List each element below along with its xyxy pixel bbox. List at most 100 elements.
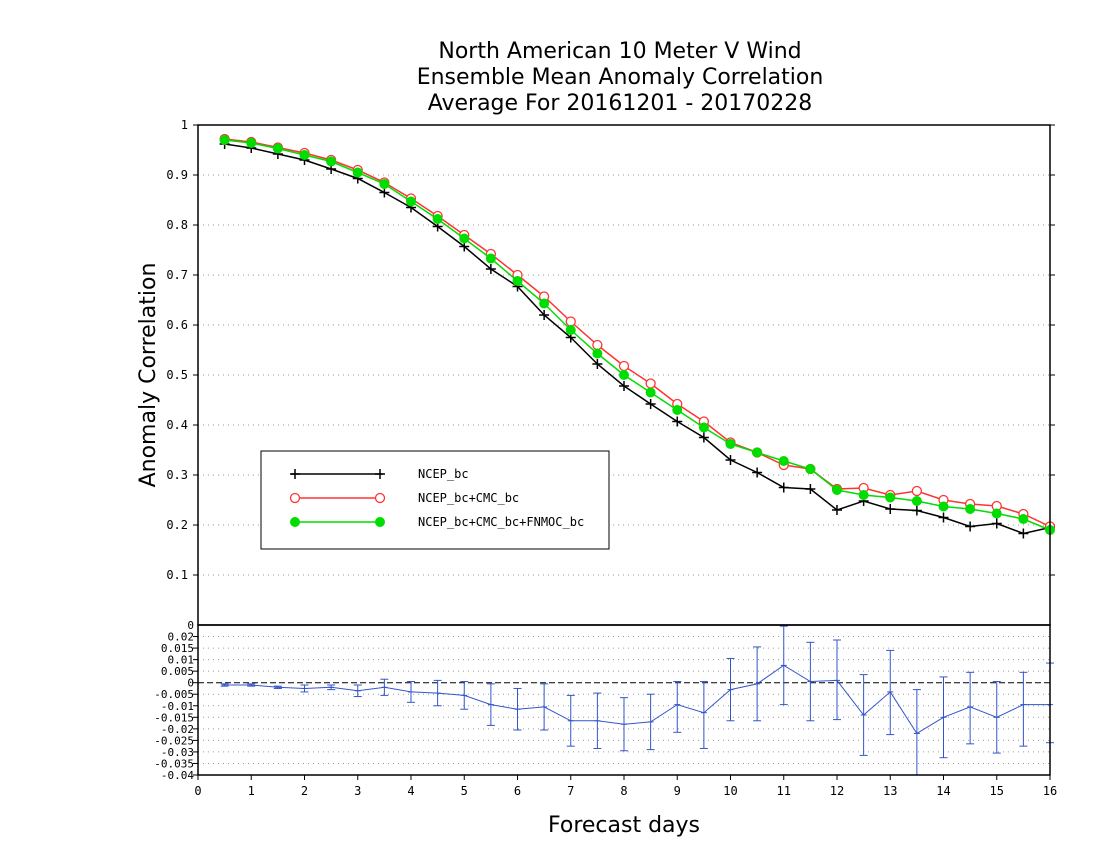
diff-y-tick-label: 0 [187, 677, 194, 690]
diff-plot-frame [197, 624, 1051, 776]
diff-y-tick-label: 0.02 [168, 631, 195, 644]
open-circle-marker [645, 378, 656, 389]
x-tick-label: 1 [248, 784, 255, 798]
x-tick-label: 14 [936, 784, 950, 798]
diff-y-tick-label: -0.01 [161, 700, 194, 713]
filled-circle-marker [911, 496, 922, 506]
main-y-tick-label: 0.8 [166, 218, 188, 232]
filled-circle-marker [965, 504, 976, 514]
diff-y-tick-label: -0.02 [161, 723, 194, 736]
x-tick-label: 9 [674, 784, 681, 798]
legend-item: NCEP_bc+CMC_bc+FNMOC_bc [290, 515, 584, 529]
filled-circle-marker [858, 490, 869, 500]
open-circle-marker [289, 492, 301, 504]
filled-circle-marker [299, 150, 310, 160]
x-tick-label: 12 [830, 784, 844, 798]
legend-box [260, 450, 610, 550]
filled-circle-marker [326, 156, 337, 167]
title-line-3: Average For 20161201 - 20170228 [428, 91, 813, 116]
x-axis-label: Forecast days [548, 813, 700, 838]
filled-circle-marker [290, 517, 300, 527]
open-circle-marker [618, 360, 630, 372]
filled-circle-marker [778, 456, 789, 466]
main-y-tick-label: 0.1 [166, 568, 188, 582]
filled-circle-marker [592, 348, 603, 359]
filled-circle-marker [832, 485, 842, 495]
main-y-ticks: 0.1 0.2 0.3 0.4 0.5 0.6 0.7 0.8 0.9 1 [166, 118, 1055, 582]
filled-circle-marker [379, 179, 390, 189]
legend-label: NCEP_bc [418, 467, 469, 481]
filled-circle-marker [725, 439, 736, 449]
diff-y-ticks: -0.04-0.035-0.03-0.025-0.02-0.015-0.01-0… [154, 619, 198, 782]
open-circle-marker [565, 316, 576, 327]
filled-circle-marker [619, 370, 629, 380]
filled-circle-marker [885, 492, 896, 503]
filled-circle-marker [406, 196, 416, 207]
legend: NCEP_bc NCEP_bc+CMC_bc NCEP_bc+CMC_bc+FNMO… [260, 450, 610, 550]
series-ncep-bc-cmc-bc-fnmoc-bc [219, 135, 1055, 535]
open-circle-marker [911, 485, 923, 497]
main-y-tick-label: 0.9 [166, 168, 188, 182]
title-line-2: Ensemble Mean Anomaly Correlation [417, 65, 824, 90]
diff-series [220, 625, 1054, 776]
main-y-tick-label: 0.4 [166, 418, 188, 432]
filled-circle-marker [539, 298, 550, 309]
main-y-tick-label: 0.2 [166, 518, 188, 532]
x-tick-label: 7 [567, 784, 574, 798]
filled-circle-marker [645, 387, 656, 398]
y-axis-label: Anomaly Correlation [136, 263, 161, 488]
diff-plot-grid [198, 636, 1050, 764]
legend-item: NCEP_bc [290, 467, 469, 481]
legend-item: NCEP_bc+CMC_bc [289, 491, 519, 505]
filled-circle-marker [272, 143, 283, 154]
diff-line [224, 664, 1050, 735]
filled-circle-marker [459, 233, 470, 244]
diff-y-tick-label: -0.015 [154, 711, 194, 724]
main-y-tick-label: 0.3 [166, 468, 188, 482]
diff-y-tick-label: -0.025 [154, 734, 194, 747]
x-tick-label: 16 [1043, 784, 1057, 798]
open-circle-marker [374, 492, 386, 504]
diff-y-tick-label: 0.01 [168, 654, 195, 667]
x-axis-ticks: 0 1 2 3 4 5 6 7 8 9 10 11 12 13 14 15 16 [194, 775, 1057, 798]
title-line-1: North American 10 Meter V Wind [438, 39, 801, 64]
filled-circle-marker [219, 135, 230, 145]
filled-circle-marker [1018, 514, 1029, 524]
x-tick-label: 13 [883, 784, 897, 798]
diff-y-tick-label: 0.005 [161, 665, 194, 678]
x-tick-label: 5 [461, 784, 468, 798]
open-circle-marker [592, 339, 603, 351]
diff-y-tick-label: -0.005 [154, 688, 194, 701]
filled-circle-marker [805, 464, 816, 474]
main-y-tick-label: 0.6 [166, 318, 188, 332]
filled-circle-marker [375, 517, 385, 527]
filled-circle-marker [672, 405, 683, 415]
x-tick-label: 10 [723, 784, 737, 798]
main-series-layer [219, 133, 1056, 539]
filled-circle-marker [752, 447, 763, 458]
diff-y-tick-label: -0.03 [161, 746, 194, 759]
filled-circle-marker [938, 501, 949, 512]
x-tick-label: 8 [620, 784, 627, 798]
diff-top-label: 0 [187, 619, 194, 632]
x-tick-label: 6 [514, 784, 521, 798]
legend-label: NCEP_bc+CMC_bc [418, 491, 519, 505]
x-tick-label: 15 [990, 784, 1004, 798]
x-tick-label: 11 [777, 784, 791, 798]
main-y-tick-label: 1 [181, 118, 188, 132]
diff-y-tick-label: -0.04 [161, 769, 194, 782]
filled-circle-marker [991, 508, 1002, 519]
filled-circle-marker [485, 253, 496, 264]
filled-circle-marker [698, 422, 709, 433]
x-tick-label: 2 [301, 784, 308, 798]
x-tick-label: 3 [354, 784, 361, 798]
diff-series-layer [220, 625, 1054, 776]
filled-circle-marker [246, 138, 257, 148]
filled-circle-marker [352, 167, 363, 178]
main-plot-grid [198, 174, 1050, 576]
diff-y-tick-label: 0.015 [161, 642, 194, 655]
main-y-tick-label: 0.7 [166, 268, 188, 282]
diff-y-tick-label: -0.035 [154, 757, 194, 770]
x-tick-label: 0 [194, 784, 201, 798]
